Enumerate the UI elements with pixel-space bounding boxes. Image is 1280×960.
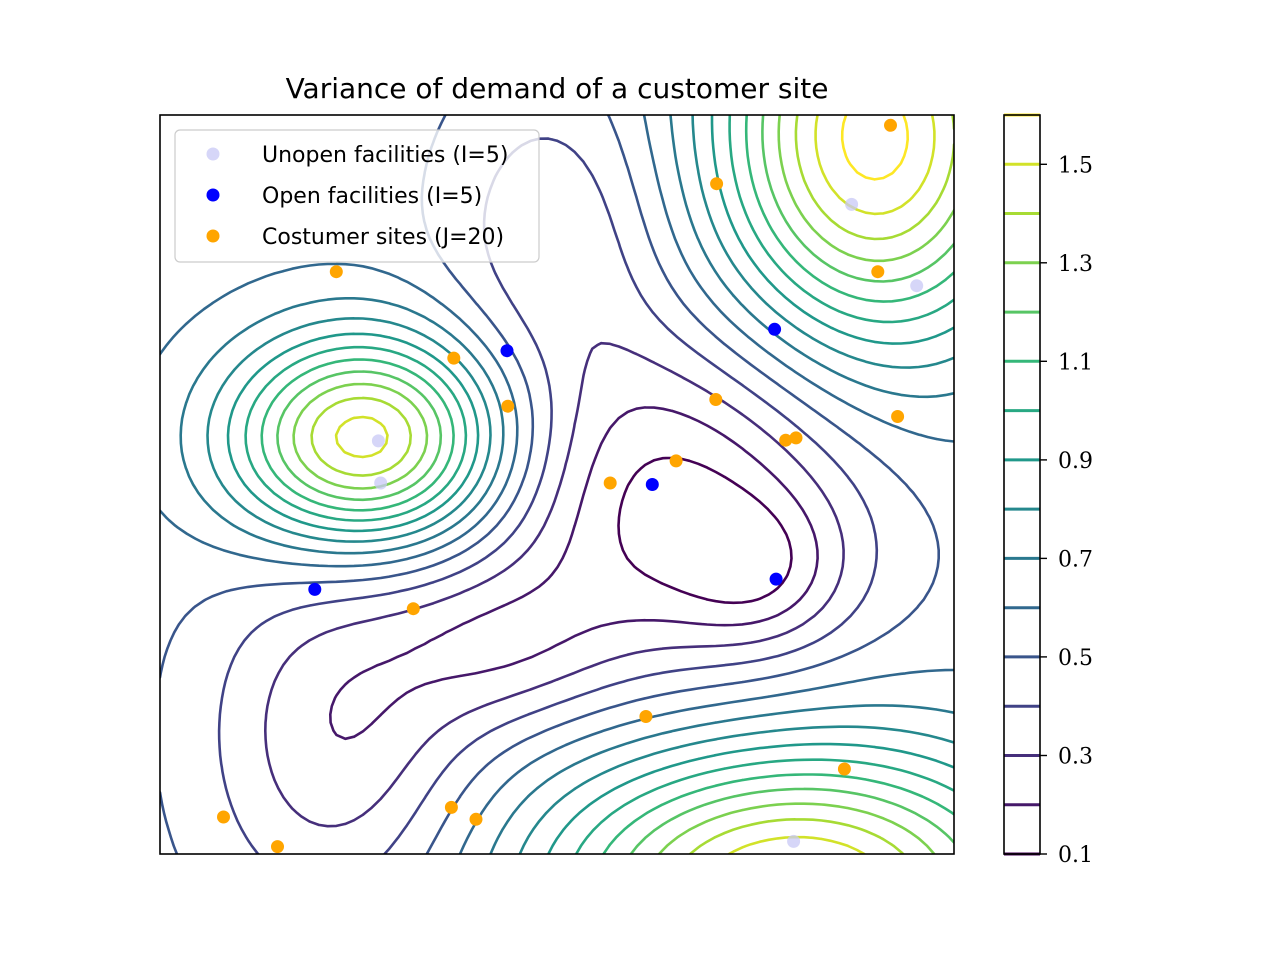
customers-point-13	[406, 602, 420, 616]
customers-point-11	[603, 476, 617, 490]
colorbar: 0.1 0.3 0.5 0.7 0.9 1.1 1.3 1.5	[1003, 113, 1093, 868]
unopen-point-2	[374, 476, 388, 490]
legend-marker-unopen	[206, 147, 220, 161]
legend-label-unopen: Unopen facilities (I=5)	[262, 143, 508, 168]
colorbar-tick-label-7: 1.3	[1058, 252, 1093, 277]
customers-point-16	[217, 810, 230, 824]
contour-level-1-6	[840, 115, 909, 181]
contour-level-0-4	[217, 137, 879, 854]
legend-label-open: Open facilities (I=5)	[262, 184, 482, 209]
colorbar-tick-label-3: 0.5	[1058, 646, 1093, 671]
customers-point-1	[884, 118, 897, 132]
customers-point-17	[271, 840, 284, 854]
legend-label-customers: Costumer sites (J=20)	[262, 225, 504, 250]
customers-point-2	[710, 177, 724, 191]
contour-level-0-9	[226, 115, 954, 854]
contour-level-1-2	[276, 115, 954, 854]
contour-level-0-3	[264, 341, 845, 828]
open-point-2	[768, 322, 782, 336]
legend-marker-open	[206, 188, 220, 202]
customers-point-9	[779, 433, 793, 447]
contour-lines	[160, 115, 954, 854]
contour-level-0-1	[617, 456, 793, 605]
open-point-5	[308, 582, 322, 596]
customers-point-4	[329, 265, 343, 279]
open-point-3	[645, 478, 659, 491]
open-point-4	[769, 572, 783, 586]
customers-point-7	[709, 393, 723, 406]
unopen-point-5	[787, 834, 801, 848]
open-point-1	[500, 344, 514, 358]
legend: Unopen facilities (I=5) Open facilities (…	[174, 129, 540, 263]
legend-marker-customers	[206, 229, 220, 243]
customers-point-8	[891, 410, 905, 423]
customers-point-14	[639, 710, 653, 723]
customers-point-3	[871, 265, 885, 279]
customers-point-15	[837, 762, 851, 776]
legend-box	[174, 129, 540, 263]
colorbar-tick-label-8: 1.5	[1058, 153, 1093, 178]
colorbar-tick-label-4: 0.7	[1058, 547, 1093, 572]
colorbar-tick-label-2: 0.3	[1058, 745, 1093, 770]
colorbar-tick-label-6: 1.1	[1058, 350, 1093, 375]
contour-level-0-7	[179, 115, 954, 854]
colorbar-frame	[1003, 114, 1041, 855]
unopen-point-3	[845, 197, 859, 211]
customers-point-6	[501, 399, 515, 413]
colorbar-tick-label-1: 0.1	[1058, 843, 1093, 868]
contour-level-0-2	[329, 406, 819, 741]
contour-level-0-6	[160, 115, 954, 854]
unopen-point-1	[371, 434, 385, 448]
contour-level-1-4	[310, 115, 954, 854]
customers-point-12	[669, 454, 683, 468]
contour-level-1-1	[260, 115, 954, 854]
plot-frame	[159, 114, 955, 855]
customers-point-10	[789, 431, 803, 445]
contour-level-1	[244, 115, 954, 854]
unopen-point-4	[910, 279, 924, 293]
scatter-points	[217, 118, 924, 854]
chart-title: Variance of demand of a customer site	[286, 72, 829, 105]
customers-point-19	[469, 812, 483, 826]
contour-level-0-8	[206, 115, 954, 854]
contour-level-1-3	[292, 115, 954, 854]
customers-point-5	[447, 351, 461, 365]
colorbar-tick-label-5: 0.9	[1058, 449, 1093, 474]
customers-point-18	[444, 800, 458, 814]
